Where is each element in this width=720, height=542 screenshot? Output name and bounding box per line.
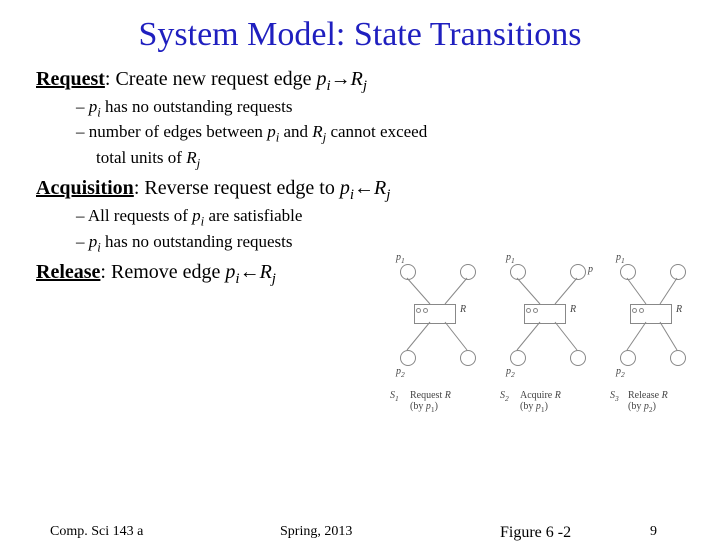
figure-diagram: p1 R p2 S1 Request R(by p1) p1 p R p2 S2… <box>390 260 690 490</box>
diagram-edges <box>390 260 690 430</box>
acquisition-term: pi←Rj <box>340 177 391 199</box>
acquisition-bullet-2: pi has no outstanding requests <box>76 232 684 255</box>
release-term: pi←Rj <box>225 261 276 283</box>
section-acquisition: Acquisition: Reverse request edge to pi←… <box>36 177 684 204</box>
footer-page: 9 <box>650 524 657 540</box>
footer-mid: Spring, 2013 <box>280 524 352 540</box>
request-bullet-2: number of edges between pi and Rj cannot… <box>76 122 684 145</box>
footer-left: Comp. Sci 143 a <box>50 524 143 540</box>
request-label: Request <box>36 68 105 90</box>
slide: System Model: State Transitions Request:… <box>0 0 720 540</box>
acquisition-bullet-1: All requests of pi are satisfiable <box>76 206 684 229</box>
acquisition-label: Acquisition <box>36 177 134 199</box>
release-desc: : Remove edge <box>100 261 225 283</box>
request-desc: : Create new request edge <box>105 68 317 90</box>
footer-figure: Figure 6 -2 <box>500 524 571 542</box>
request-term: pi→Rj <box>316 68 367 90</box>
release-label: Release <box>36 261 100 283</box>
request-bullet-1: pi has no outstanding requests <box>76 97 684 120</box>
request-bullet-2b: total units of Rj <box>96 148 684 171</box>
acquisition-desc: : Reverse request edge to <box>134 177 340 199</box>
section-request: Request: Create new request edge pi→Rj <box>36 68 684 95</box>
slide-title: System Model: State Transitions <box>36 16 684 54</box>
